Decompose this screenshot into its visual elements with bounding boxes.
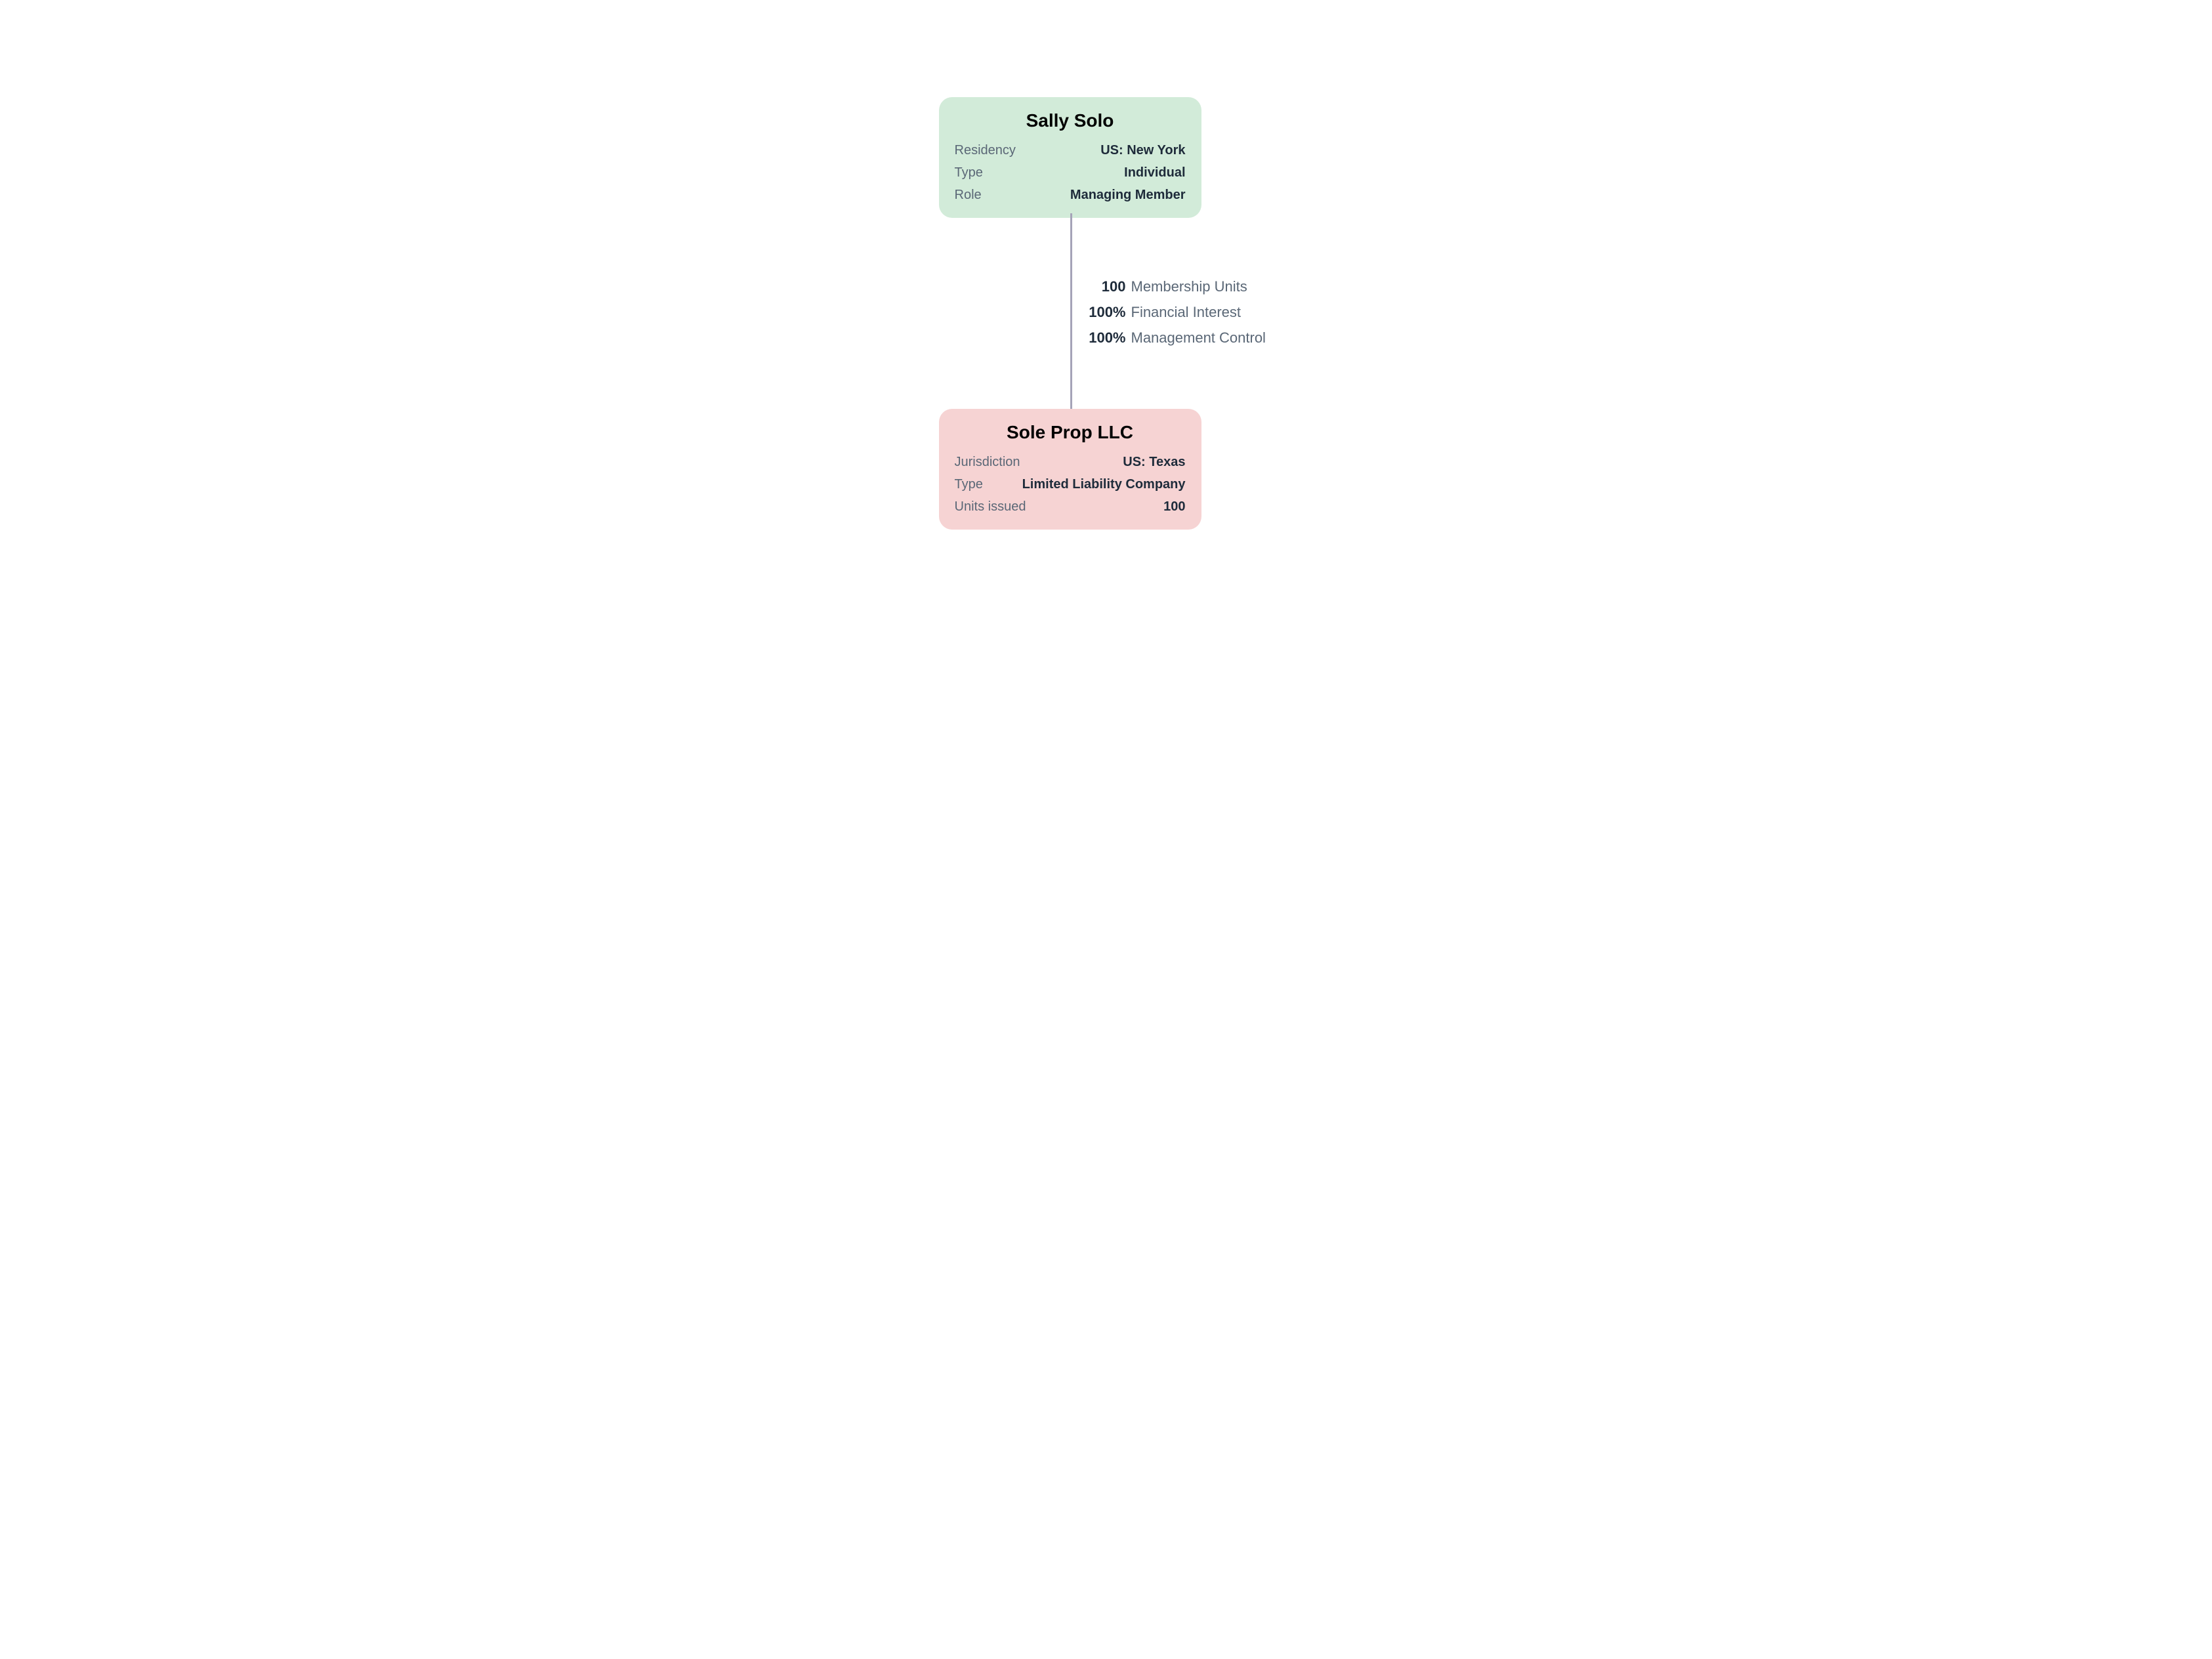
node-row: Residency US: New York (955, 140, 1186, 160)
row-value: 100 (1163, 497, 1185, 516)
node-title: Sally Solo (955, 110, 1186, 131)
ownership-diagram: Sally Solo Residency US: New York Type I… (693, 0, 1520, 620)
row-label: Role (955, 185, 982, 205)
row-label: Jurisdiction (955, 452, 1020, 472)
row-label: Residency (955, 140, 1016, 160)
edge-row: 100 Membership Units (1080, 276, 1290, 297)
row-label: Type (955, 474, 983, 494)
node-sole-prop-llc: Sole Prop LLC Jurisdiction US: Texas Typ… (939, 409, 1201, 530)
node-title: Sole Prop LLC (955, 422, 1186, 443)
row-value: US: Texas (1123, 452, 1185, 472)
node-row: Units issued 100 (955, 497, 1186, 516)
node-row: Type Individual (955, 163, 1186, 182)
edge-value: 100% (1080, 327, 1126, 348)
node-row: Type Limited Liability Company (955, 474, 1186, 494)
node-row: Jurisdiction US: Texas (955, 452, 1186, 472)
edge-label: Financial Interest (1131, 301, 1242, 323)
node-row: Role Managing Member (955, 185, 1186, 205)
row-value: Limited Liability Company (1022, 474, 1186, 494)
edge-labels: 100 Membership Units 100% Financial Inte… (1080, 276, 1290, 352)
edge-label: Membership Units (1131, 276, 1247, 297)
edge-value: 100% (1080, 301, 1126, 323)
row-value: US: New York (1100, 140, 1185, 160)
edge-label: Management Control (1131, 327, 1266, 348)
edge-row: 100% Financial Interest (1080, 301, 1290, 323)
edge-connector (1070, 213, 1072, 409)
row-value: Managing Member (1070, 185, 1186, 205)
edge-value: 100 (1080, 276, 1126, 297)
node-sally-solo: Sally Solo Residency US: New York Type I… (939, 97, 1201, 218)
edge-row: 100% Management Control (1080, 327, 1290, 348)
row-label: Type (955, 163, 983, 182)
row-label: Units issued (955, 497, 1026, 516)
row-value: Individual (1124, 163, 1185, 182)
